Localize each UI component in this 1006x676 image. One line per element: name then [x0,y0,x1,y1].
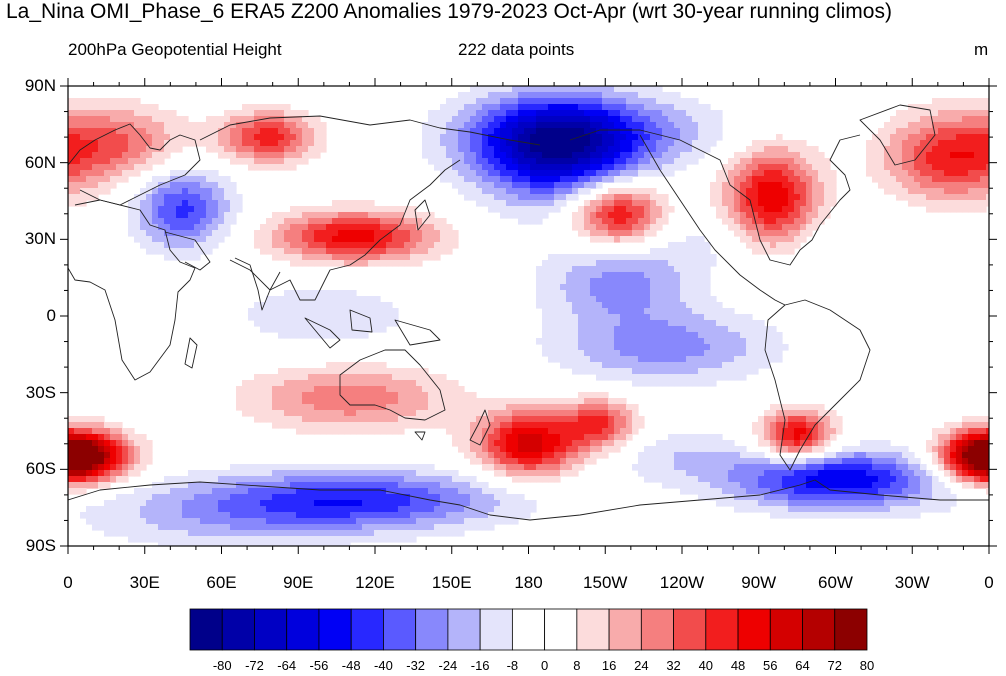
colorbar-tick-label: -32 [406,658,426,673]
colorbar-tick-label: 32 [666,658,681,673]
lon-tick-label: 30W [894,573,930,592]
colorbar-swatch [511,608,546,651]
colorbar-swatch [544,608,578,651]
lat-tick-label: 30S [25,382,56,402]
colorbar-swatch [737,608,771,651]
colorbar-swatch [221,608,255,651]
lon-tick-label: 60E [206,573,237,592]
colorbar-tick-label: -80 [212,658,232,673]
lat-tick-label: 60N [24,152,56,172]
colorbar-tick-label: -8 [506,658,519,673]
colorbar-tick-label: -24 [438,658,458,673]
colorbar-tick-label: -48 [341,658,361,673]
colorbar-swatch [415,608,449,651]
lon-tick-label: 0 [984,573,994,592]
colorbar-tick-label: -72 [245,658,264,673]
colorbar-tick-label: 56 [763,658,778,673]
colorbar-swatch [802,608,836,651]
colorbar-swatch [834,608,868,651]
data-count-label: 222 data points [458,40,575,59]
lat-tick-label: 90N [24,76,56,95]
coastlines [68,104,989,521]
colorbar-tick-label: 64 [795,658,810,673]
colorbar-swatch [769,608,803,651]
units-label: m [974,40,989,59]
lon-tick-label: 0 [63,573,73,592]
lon-tick-label: 150W [583,573,628,592]
colorbar-tick-label: 0 [540,658,549,673]
lat-tick-label: 90S [25,536,56,555]
colorbar-tick-label: 72 [827,658,842,673]
lat-tick-label: 0 [46,306,56,325]
colorbar-swatch [447,608,481,651]
colorbar-tick-label: 8 [573,658,581,673]
colorbar-tick-label: 40 [698,658,714,673]
colorbar-swatch [705,608,739,651]
colorbar-tick-label: 80 [859,658,875,673]
colorbar-tick-label: -40 [374,658,393,673]
colorbar-swatch [673,608,707,651]
colorbar-swatch [383,608,417,651]
colorbar-swatch [608,608,642,651]
colorbar-tick-label: 24 [634,658,649,673]
colorbar [189,608,868,651]
lat-tick-label: 60S [25,459,56,479]
colorbar-swatch [318,608,352,651]
figure-title: La_Nina OMI_Phase_6 ERA5 Z200 Anomalies … [6,0,892,23]
lon-tick-label: 120W [659,573,705,592]
colorbar-swatch [189,608,223,651]
colorbar-swatch [350,608,384,651]
colorbar-swatch [254,608,288,651]
lon-tick-label: 120E [355,573,395,592]
colorbar-swatch [286,608,320,651]
contour-field [68,86,989,546]
lon-tick-label: 90E [283,573,314,592]
colorbar-swatch [479,608,513,651]
colorbar-swatch [640,608,674,651]
lat-tick-label: 30N [24,229,56,249]
colorbar-tick-label: 16 [601,658,617,673]
lon-tick-label: 90W [741,573,777,592]
lon-tick-label: 30E [129,573,160,592]
colorbar-tick-label: -64 [277,658,297,673]
lon-tick-label: 150E [431,573,472,592]
colorbar-tick-label: 48 [730,658,746,673]
lon-tick-label: 60W [818,573,853,592]
colorbar-swatch [576,608,610,651]
field-label: 200hPa Geopotential Height [68,40,282,59]
colorbar-tick-label: -16 [470,658,490,673]
colorbar-tick-label: -56 [309,658,329,673]
lon-tick-label: 180 [514,573,543,592]
